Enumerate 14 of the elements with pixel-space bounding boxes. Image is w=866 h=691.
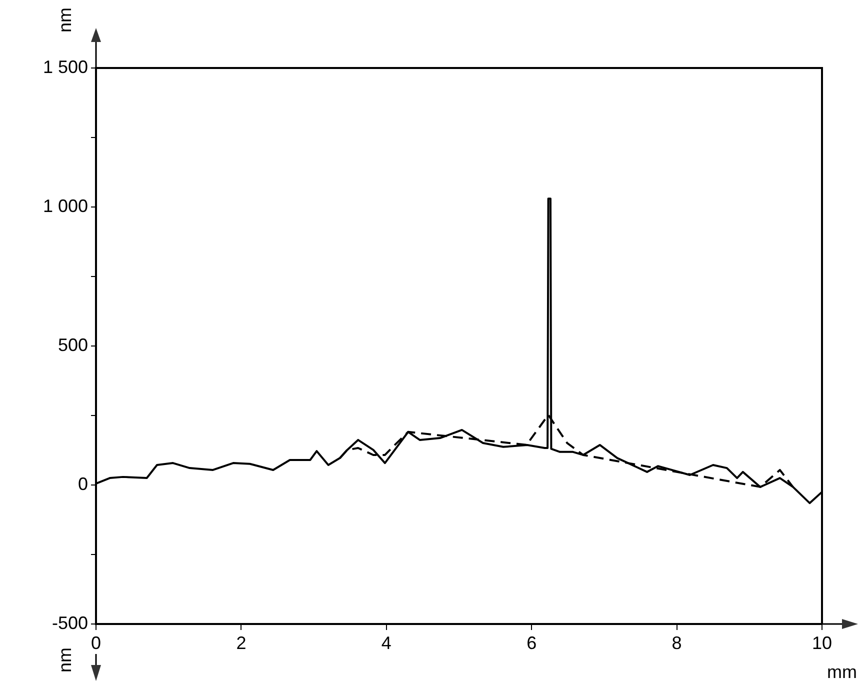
x-tick-label: 2 — [236, 632, 246, 653]
x-tick-label: 10 — [812, 632, 832, 653]
y-tick-label: 1 500 — [42, 56, 88, 77]
y-tick-label: 500 — [58, 334, 88, 355]
x-tick-label: 8 — [672, 632, 682, 653]
x-tick-label: 4 — [381, 632, 392, 653]
x-axis-title: mm — [827, 662, 857, 682]
y-tick-label: 0 — [78, 474, 88, 494]
y-tick-label: 1 000 — [42, 196, 88, 216]
y-axis-title: nm — [54, 7, 75, 33]
y-tick-label: -500 — [52, 612, 88, 633]
x-tick-label: 6 — [526, 632, 537, 653]
text: nm — [54, 647, 75, 673]
x-tick-label: 0 — [90, 632, 102, 653]
